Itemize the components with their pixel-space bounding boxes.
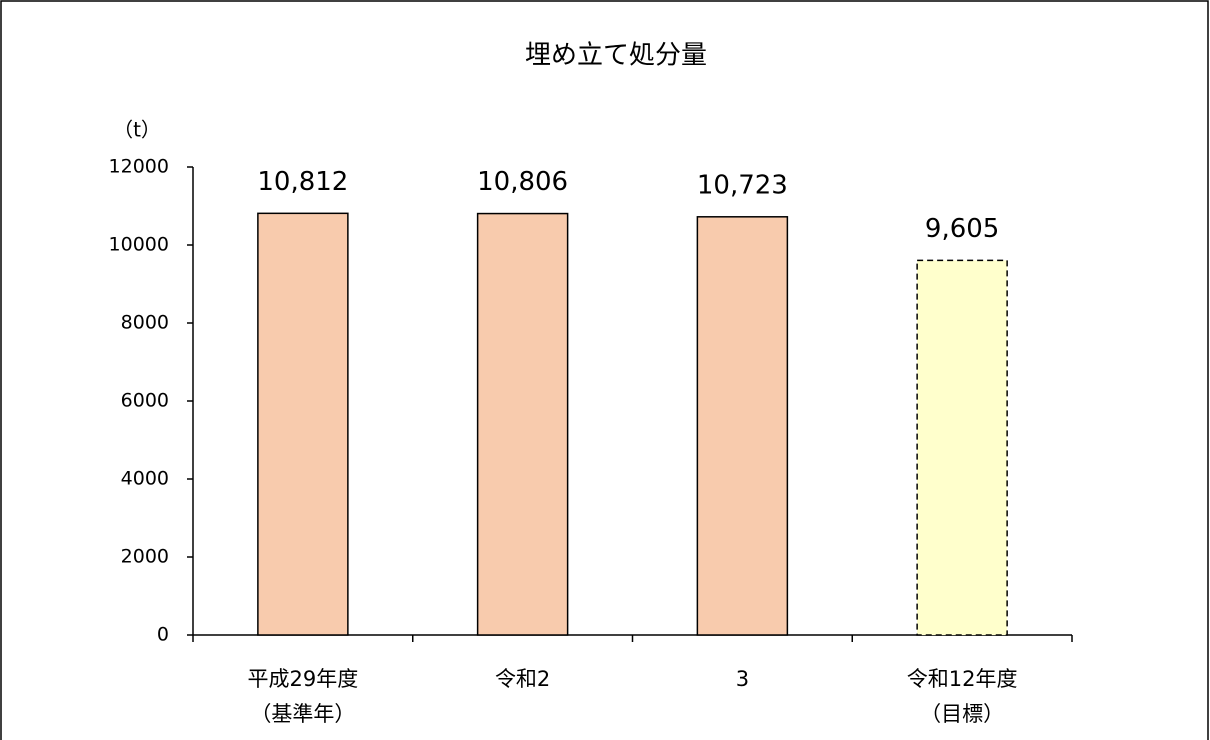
bar [476, 212, 569, 636]
y-tick-label: 0 [157, 624, 169, 646]
x-tick-label: （基準年） [250, 702, 355, 726]
bar [696, 216, 789, 636]
y-tick-label: 2000 [121, 546, 169, 568]
bar [916, 259, 1008, 636]
value-label: 10,806 [477, 167, 568, 197]
chart-title: 埋め立て処分量 [525, 41, 707, 71]
y-tick-label: 10000 [109, 234, 169, 256]
value-label: 10,723 [697, 170, 788, 200]
x-tick-label: 平成29年度 [248, 667, 359, 691]
x-tick-label: 令和12年度 [907, 667, 1018, 691]
bar [257, 212, 349, 636]
y-tick-label: 12000 [109, 156, 169, 178]
value-label: 9,605 [925, 214, 999, 244]
x-tick-label: 令和2 [495, 667, 550, 691]
value-label: 10,812 [257, 167, 348, 197]
x-tick-label: （目標） [920, 702, 1004, 726]
y-tick-label: 6000 [121, 390, 169, 412]
y-tick-label: 4000 [121, 468, 169, 490]
y-tick-label: 8000 [121, 312, 169, 334]
x-tick-label: 3 [736, 667, 749, 691]
y-axis-label: （t） [113, 118, 161, 142]
